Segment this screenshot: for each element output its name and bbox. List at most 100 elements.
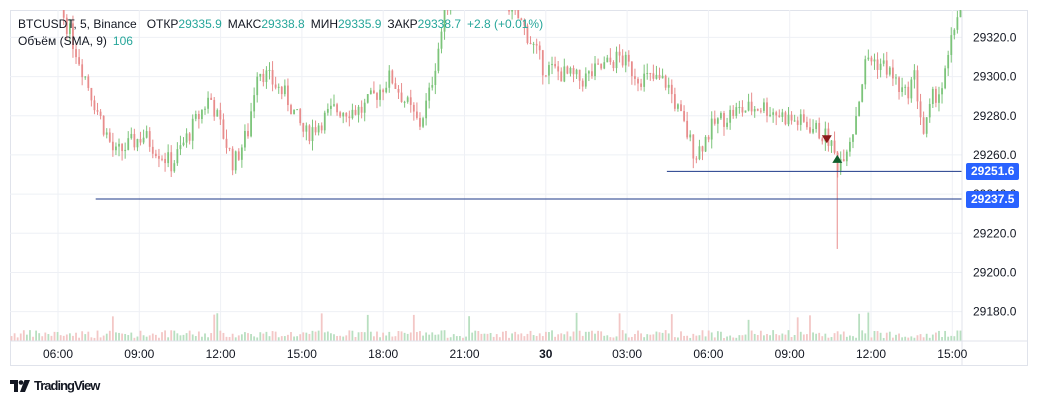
candle-body [769, 114, 771, 116]
volume-bar [265, 331, 268, 341]
candle-body [569, 68, 572, 74]
volume-bar [437, 334, 440, 341]
candle-body [707, 136, 710, 140]
volume-bar [713, 337, 716, 341]
price-axis[interactable]: 29180.029200.029220.029240.029260.029280… [10, 10, 1028, 366]
volume-bar [756, 335, 759, 341]
volume-bar [115, 332, 117, 341]
volume-bar [710, 332, 713, 341]
volume-bar [474, 330, 477, 341]
candle-body [600, 63, 603, 69]
time-axis[interactable]: 06:00 09:00 12:00 15:00 18:00 21:00 30 03:00 06:… [43, 347, 968, 361]
horizontal-lines[interactable] [95, 170, 962, 200]
candle-body [345, 113, 348, 117]
volume-bar [136, 336, 139, 341]
volume-bar [425, 332, 428, 341]
volume-bar [643, 337, 646, 341]
volume-bar [406, 333, 409, 341]
volume-bar [213, 314, 216, 341]
volume-bar [44, 332, 47, 341]
time-tick-label: 12:00 [856, 347, 886, 361]
volume-bar [784, 334, 787, 341]
volume-bar [19, 333, 22, 341]
volume-bar [182, 334, 185, 341]
volume-bar [35, 330, 38, 341]
chart-legend: BTCUSDT, 5, Binance ОТКР 29335.9 МАКС 2933… [18, 16, 543, 50]
candle-body [591, 71, 593, 77]
volume-bar [29, 330, 31, 341]
volume-bar [127, 335, 130, 341]
price-tag[interactable]: 29251.6 [966, 163, 1020, 181]
volume-bar [167, 337, 170, 341]
volume-bar [345, 335, 348, 341]
candle-body [833, 140, 836, 153]
volume-bar [766, 333, 768, 341]
candle-body [806, 121, 808, 128]
volume-bar [861, 330, 864, 341]
volume-bar [296, 336, 299, 341]
volume-bar [554, 336, 556, 341]
volume-bar [379, 337, 381, 341]
volume-bar [529, 330, 532, 341]
volume-bar [606, 335, 609, 341]
volume-bar [649, 334, 652, 341]
volume-bar [735, 337, 738, 341]
candlestick-chart[interactable]: 29180.029200.029220.029240.029260.029280… [10, 10, 1028, 366]
volume-bar [78, 337, 80, 341]
volume-bar [511, 333, 514, 341]
volume-bar [133, 337, 136, 341]
candle-body [861, 84, 864, 102]
volume-label[interactable]: Объём (SMA, 9) [18, 34, 107, 48]
volume-bar [787, 330, 790, 341]
candle-body [520, 18, 523, 21]
price-tag[interactable]: 29237.5 [966, 191, 1020, 208]
volume-bar [763, 335, 765, 341]
candle-body [876, 59, 879, 70]
volume-bar [287, 334, 289, 341]
symbol-label[interactable]: BTCUSDT, 5, Binance [18, 17, 137, 31]
price-tick-label: 29220.0 [973, 226, 1017, 240]
volume-bar [311, 330, 314, 341]
volume-bar [62, 335, 65, 341]
candle-body [885, 60, 888, 75]
candle-body [910, 79, 913, 99]
volume-bar [885, 332, 888, 341]
volume-bar [772, 330, 775, 341]
volume-bar [170, 330, 173, 341]
volume-bar [225, 336, 228, 341]
candle-body [824, 128, 827, 142]
volume-bar [204, 333, 206, 341]
candle-body [753, 109, 756, 112]
volume-bar [99, 337, 102, 341]
volume-bar [348, 330, 351, 341]
volume-bar [907, 337, 910, 341]
tradingview-logo-icon[interactable] [10, 379, 30, 392]
volume-bar [357, 332, 360, 341]
candle-body [557, 66, 560, 72]
volume-bar [541, 336, 544, 341]
volume-bar [836, 331, 839, 341]
volume-bar [839, 334, 842, 341]
candle-body [299, 109, 302, 124]
volume-bar [108, 330, 111, 341]
volume-bar [566, 331, 569, 341]
volume-bar [244, 332, 246, 341]
volume-bar [139, 330, 142, 341]
candle-body [228, 147, 231, 149]
volume-bar [38, 333, 41, 341]
volume-bar [769, 335, 771, 341]
volume-bar [253, 336, 256, 341]
candle-body [68, 23, 71, 34]
candle-body [185, 133, 188, 143]
candle-body [895, 77, 897, 79]
tradingview-wordmark[interactable]: TradingView [34, 378, 100, 393]
candle-body [732, 109, 735, 116]
volume-bar [237, 335, 240, 341]
volume-bar [56, 332, 59, 341]
volume-bar [277, 337, 280, 341]
volume-bar [591, 330, 593, 341]
volume-bar [148, 335, 151, 341]
volume-bar [538, 333, 541, 341]
volume-bar [290, 332, 292, 341]
volume-bar [901, 337, 904, 341]
